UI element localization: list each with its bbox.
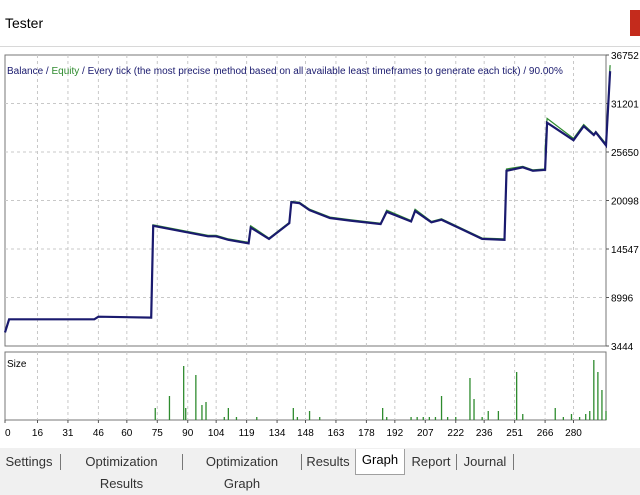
balance-line	[3, 71, 612, 333]
x-tick-label: 104	[208, 428, 225, 439]
tab-optimization-graph[interactable]: Optimization Graph	[205, 454, 279, 491]
legend-description: / Every tick (the most precise method ba…	[79, 66, 563, 77]
legend-balance: Balance	[7, 66, 44, 77]
tab-graph[interactable]: Graph	[355, 449, 405, 475]
x-tick-label: 31	[62, 428, 74, 439]
x-tick-label: 90	[182, 428, 194, 439]
tab-journal[interactable]: Journal	[463, 454, 507, 469]
x-tick-label: 60	[121, 428, 133, 439]
x-tick-label: 119	[239, 428, 255, 439]
x-tick-label: 134	[269, 428, 286, 439]
x-tick-label: 148	[297, 428, 314, 439]
x-tick-label: 236	[476, 428, 493, 439]
tester-tabbar: Settings Optimization Results Optimizati…	[0, 448, 640, 491]
x-tick-label: 163	[328, 428, 345, 439]
window-title: Tester	[5, 15, 44, 31]
x-tick-label: 280	[565, 428, 582, 439]
balance-equity-chart: Balance / Equity / Every tick (the most …	[3, 51, 639, 439]
tab-settings[interactable]: Settings	[5, 454, 53, 469]
window-titlebar: Tester	[0, 0, 640, 47]
tab-separator	[456, 454, 457, 470]
legend-equity: Equity	[51, 66, 79, 77]
tab-separator	[60, 454, 61, 470]
y-tick-label: 25650	[611, 148, 639, 159]
x-tick-label: 178	[358, 428, 375, 439]
tab-separator	[301, 454, 302, 470]
x-tick-label: 0	[5, 428, 11, 439]
tab-optimization-results[interactable]: Optimization Results	[85, 454, 158, 491]
tab-report[interactable]: Report	[411, 454, 451, 469]
x-tick-label: 46	[93, 428, 105, 439]
graph-panel: Balance / Equity / Every tick (the most …	[0, 47, 640, 448]
chart-legend: Balance / Equity / Every tick (the most …	[7, 66, 563, 77]
x-tick-label: 266	[537, 428, 554, 439]
size-plot-frame	[4, 351, 607, 421]
tab-separator	[182, 454, 183, 470]
y-tick-label: 8996	[611, 293, 634, 304]
close-button[interactable]	[630, 10, 640, 36]
y-tick-label: 3444	[611, 342, 634, 353]
y-tick-label: 14547	[611, 245, 639, 256]
tab-results[interactable]: Results	[306, 454, 350, 469]
x-tick-label: 222	[447, 428, 464, 439]
x-tick-label: 16	[32, 428, 44, 439]
y-tick-label: 31201	[611, 99, 639, 110]
x-tick-label: 207	[417, 428, 434, 439]
y-tick-label: 20098	[611, 197, 639, 208]
tab-separator	[513, 454, 514, 470]
size-panel-title: Size	[7, 359, 27, 370]
x-tick-label: 192	[386, 428, 403, 439]
x-tick-label: 75	[152, 428, 164, 439]
x-tick-label: 251	[506, 428, 523, 439]
y-tick-label: 36752	[611, 51, 639, 62]
legend-separator: /	[43, 66, 51, 77]
